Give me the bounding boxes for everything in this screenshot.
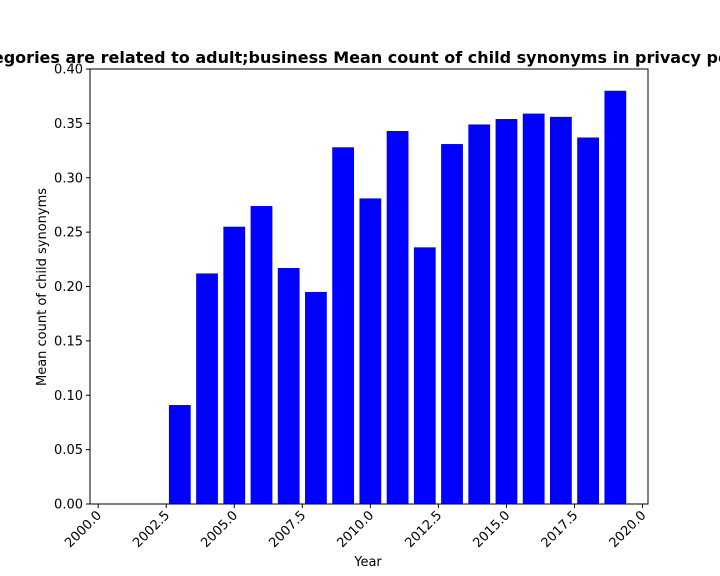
bar-2007 — [277, 268, 300, 504]
y-tick-label: 0.25 — [54, 226, 83, 241]
bar-2014 — [468, 124, 491, 505]
x-tick-label: 2015.0 — [471, 508, 514, 551]
x-tick-label: 2020.0 — [607, 508, 650, 551]
x-tick-label: 2012.5 — [402, 508, 445, 551]
y-tick-label: 0.10 — [54, 389, 83, 404]
y-tick-label: 0.30 — [54, 171, 83, 186]
bar-2005 — [223, 226, 246, 504]
chart-title: Categories are related to adult;business… — [0, 48, 720, 67]
bar-2019 — [604, 90, 627, 504]
bar-2010 — [359, 198, 382, 504]
x-tick-label: 2005.0 — [198, 508, 241, 551]
bar-2016 — [522, 113, 545, 505]
bar-2006 — [250, 206, 273, 504]
x-tick-label: 2000.0 — [62, 508, 105, 551]
bar-2003 — [168, 405, 191, 504]
bar-2008 — [305, 291, 327, 504]
bar-2009 — [332, 147, 355, 505]
y-tick-label: 0.40 — [54, 63, 83, 78]
bar-2011 — [386, 130, 409, 505]
x-tick-label: 2017.5 — [539, 508, 582, 551]
bars-group — [168, 90, 627, 505]
bar-2017 — [550, 116, 572, 504]
bar-2004 — [196, 273, 218, 504]
bar-2013 — [441, 144, 463, 504]
y-tick-label: 0.20 — [54, 280, 83, 295]
y-tick-label: 0.35 — [54, 117, 83, 132]
x-tick-label: 2010.0 — [334, 508, 377, 551]
x-tick-label: 2007.5 — [266, 508, 309, 551]
x-tick-label: 2002.5 — [130, 508, 173, 551]
y-tick-label: 0.15 — [54, 334, 83, 349]
x-axis-label: Year — [353, 555, 382, 570]
y-tick-label: 0.05 — [54, 443, 83, 458]
bar-2012 — [413, 247, 436, 504]
y-tick-label: 0.00 — [54, 498, 83, 513]
y-axis-label: Mean count of child synonyms — [35, 188, 50, 386]
bar-2018 — [577, 137, 600, 504]
bar-2015 — [495, 119, 518, 505]
